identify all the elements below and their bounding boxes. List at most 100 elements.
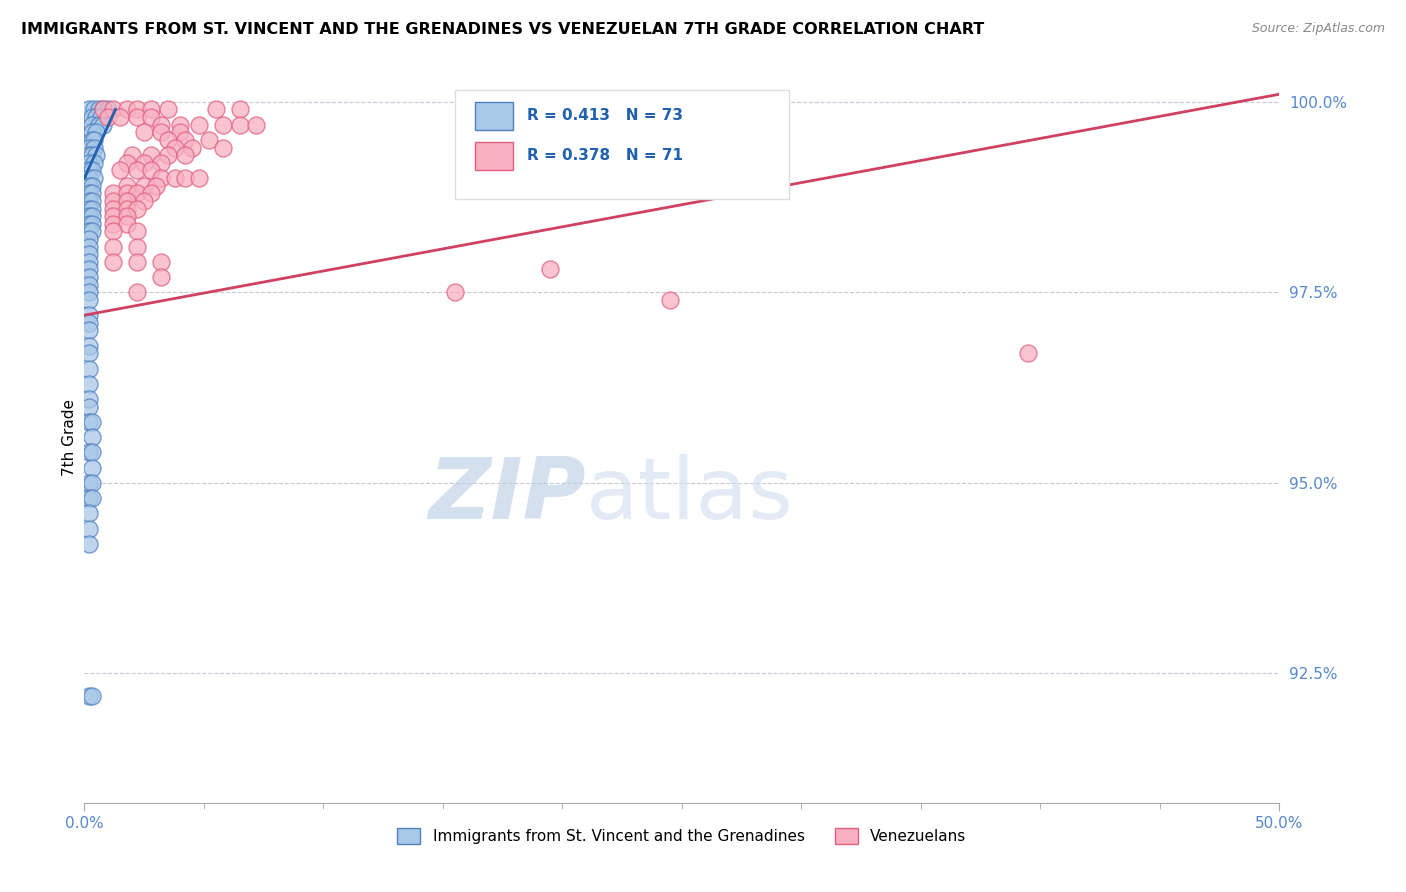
Point [121,148,143,162]
Point [125,224,148,238]
Point [149,118,172,132]
Point [173,133,195,147]
Point [80,110,103,124]
Point [101,217,124,231]
Point [101,186,124,201]
Point [97,110,120,124]
Point [125,239,148,253]
Point [77,178,100,193]
Point [101,194,124,208]
Point [77,148,100,162]
Point [157,103,180,117]
Point [149,125,172,139]
Point [117,178,139,193]
Point [77,316,100,330]
Point [212,140,235,154]
Point [80,133,103,147]
Point [77,522,100,536]
Point [132,155,156,169]
Point [117,155,139,169]
Point [125,285,148,300]
Point [80,209,103,223]
Point [125,202,148,216]
Point [117,217,139,231]
Point [80,163,103,178]
Point [77,400,100,414]
Point [141,163,163,178]
Point [80,415,103,429]
Point [77,346,100,360]
Point [77,392,100,406]
Point [141,186,163,201]
Point [77,415,100,429]
Text: R = 0.378   N = 71: R = 0.378 N = 71 [527,148,682,163]
Point [165,171,187,186]
Point [77,140,100,154]
Point [101,224,124,238]
Point [80,148,103,162]
Point [77,376,100,391]
Text: ZIP: ZIP [429,454,586,537]
Point [77,308,100,322]
Point [77,285,100,300]
Point [132,178,156,193]
Point [77,209,100,223]
Point [93,103,115,117]
Point [77,689,100,703]
Point [83,171,105,186]
Legend: Immigrants from St. Vincent and the Grenadines, Venezuelans: Immigrants from St. Vincent and the Gren… [391,822,973,850]
Point [80,445,103,459]
Point [80,491,103,505]
Point [117,209,139,223]
Point [141,148,163,162]
Point [101,255,124,269]
Point [117,194,139,208]
Point [77,293,100,307]
Point [125,110,148,124]
Point [77,361,100,376]
Point [83,140,105,154]
Point [80,475,103,490]
Text: IMMIGRANTS FROM ST. VINCENT AND THE GRENADINES VS VENEZUELAN 7TH GRADE CORRELATI: IMMIGRANTS FROM ST. VINCENT AND THE GREN… [21,22,984,37]
Point [77,202,100,216]
Text: atlas: atlas [586,454,794,537]
Point [80,186,103,201]
Point [77,194,100,208]
Point [80,217,103,231]
Point [132,194,156,208]
Point [77,491,100,505]
Point [83,103,105,117]
Point [77,270,100,285]
Point [77,475,100,490]
Point [77,338,100,352]
Point [77,506,100,520]
Point [141,103,163,117]
Text: R = 0.413   N = 73: R = 0.413 N = 73 [527,108,682,123]
Point [141,110,163,124]
Point [188,171,211,186]
Point [149,270,172,285]
Point [77,155,100,169]
Point [87,103,110,117]
Point [149,171,172,186]
Point [125,103,148,117]
Point [212,118,235,132]
FancyBboxPatch shape [456,90,790,200]
Point [77,323,100,337]
Point [117,103,139,117]
Point [80,460,103,475]
Y-axis label: 7th Grade: 7th Grade [62,399,77,475]
Point [101,239,124,253]
Point [157,133,180,147]
Point [80,118,103,132]
Point [80,125,103,139]
Point [125,186,148,201]
Point [444,285,467,300]
Point [101,103,124,117]
Point [77,277,100,292]
Point [80,202,103,216]
Point [80,430,103,444]
Point [77,103,100,117]
Point [77,186,100,201]
Point [77,163,100,178]
